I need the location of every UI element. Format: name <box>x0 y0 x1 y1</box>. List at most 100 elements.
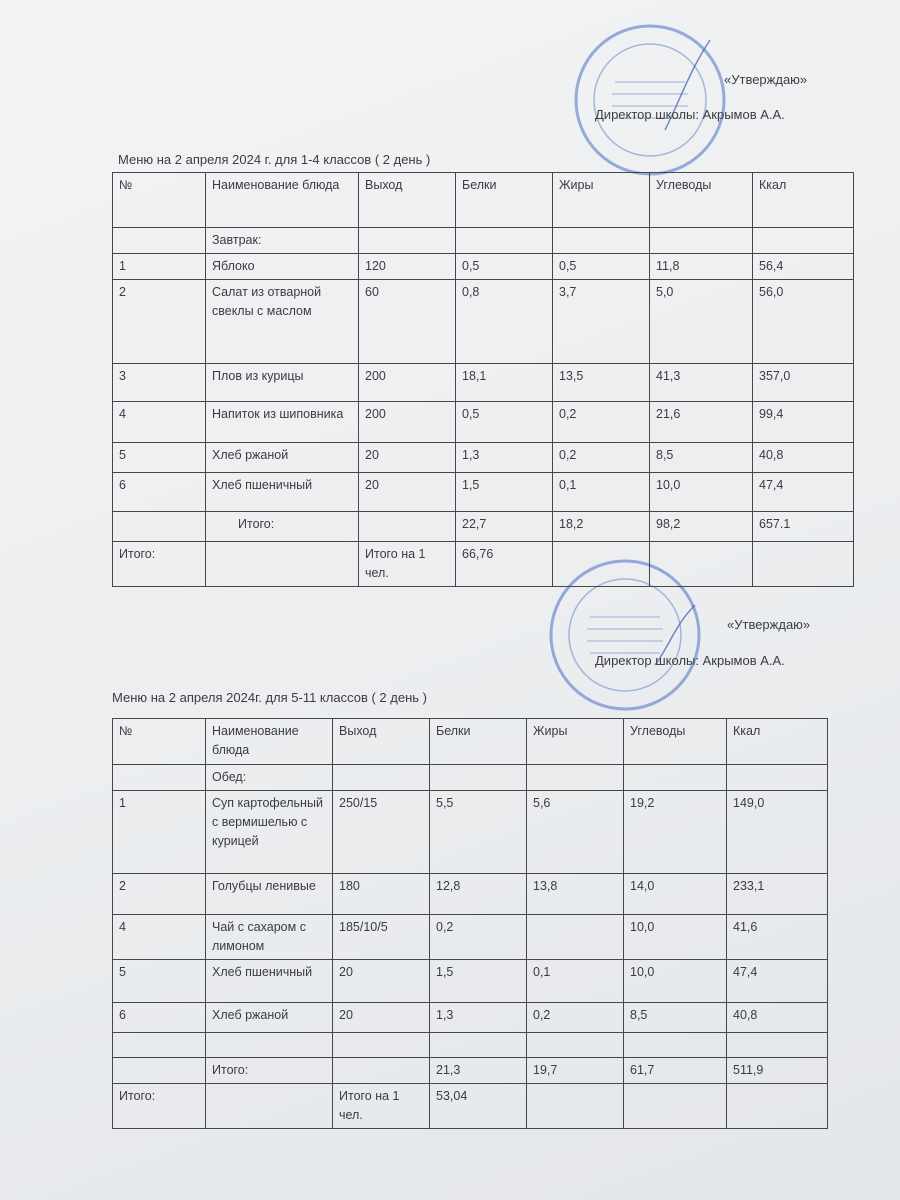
table-cell: 41,3 <box>649 363 753 402</box>
table-row: 1 Яблоко 120 0,5 0,5 11,8 56,4 <box>112 253 854 280</box>
table-row: 4 Чай с сахаром с лимоном 185/10/5 0,2 10,0 4… <box>112 914 828 960</box>
table-cell: Суп картофельный с вермишелью с курицей <box>205 790 333 874</box>
table-cell <box>623 1032 727 1058</box>
menu-table-5-11: № Наименование блюда Выход Белки Жиры Углевод… <box>112 718 828 1129</box>
menu-title: Меню на 2 апреля 2024 г. для 1-4 классов… <box>118 152 431 167</box>
table-row: 3 Плов из курицы 200 18,1 13,5 41,3 357,0 <box>112 363 854 402</box>
table-row: 5 Хлеб пшеничный 20 1,5 0,1 10,0 47,4 <box>112 959 828 1003</box>
table-cell <box>455 227 553 254</box>
table-cell: 10,0 <box>623 959 727 1003</box>
table-cell: 3 <box>112 363 206 402</box>
column-header: Ккал <box>726 718 828 765</box>
table-cell: 98,2 <box>649 511 753 542</box>
table-cell <box>429 764 527 791</box>
table-cell: 5,5 <box>429 790 527 874</box>
table-cell: 149,0 <box>726 790 828 874</box>
table-cell <box>332 1057 430 1084</box>
table-cell: 20 <box>358 472 456 512</box>
table-cell: 0,2 <box>526 1002 624 1033</box>
table-cell <box>526 1032 624 1058</box>
table-row: Итого: Итого на 1 чел. 66,76 <box>112 541 854 587</box>
table-cell: 6 <box>112 1002 206 1033</box>
approval-label: «Утверждаю» <box>727 617 811 632</box>
table-cell: 180 <box>332 873 430 915</box>
director-signature-line: Директор школы: Акрымов А.А. <box>595 107 785 122</box>
table-cell: Итого: <box>112 541 206 587</box>
column-header: Жиры <box>552 172 650 228</box>
column-header: Выход <box>358 172 456 228</box>
table-cell: 0,1 <box>552 472 650 512</box>
table-cell: 0,2 <box>429 914 527 960</box>
table-cell: 19,2 <box>623 790 727 874</box>
table-cell: 0,2 <box>552 401 650 443</box>
table-cell <box>623 1083 727 1129</box>
table-cell: 233,1 <box>726 873 828 915</box>
table-cell: 22,7 <box>455 511 553 542</box>
column-header: Наименование блюда <box>205 718 333 765</box>
table-cell: 41,6 <box>726 914 828 960</box>
table-row: 2 Голубцы ленивые 180 12,8 13,8 14,0 233,1 <box>112 873 828 915</box>
table-row: Обед: <box>112 764 828 791</box>
table-cell: 0,2 <box>552 442 650 473</box>
table-cell: 185/10/5 <box>332 914 430 960</box>
table-cell: Яблоко <box>205 253 359 280</box>
table-cell <box>726 1032 828 1058</box>
table-cell: 1,3 <box>429 1002 527 1033</box>
table-cell: 66,76 <box>455 541 553 587</box>
table-cell: 357,0 <box>752 363 854 402</box>
table-cell <box>649 541 753 587</box>
table-cell: Хлеб ржаной <box>205 442 359 473</box>
table-cell: 40,8 <box>752 442 854 473</box>
table-cell: 21,3 <box>429 1057 527 1084</box>
table-cell: 5 <box>112 959 206 1003</box>
column-header: Углеводы <box>649 172 753 228</box>
table-cell: Итого на 1 чел. <box>332 1083 430 1129</box>
table-cell: 2 <box>112 873 206 915</box>
table-cell: Обед: <box>205 764 333 791</box>
column-header: Жиры <box>526 718 624 765</box>
director-signature-line: Директор школы: Акрымов А.А. <box>595 653 785 668</box>
table-cell <box>205 541 359 587</box>
table-cell: Итого: <box>205 511 359 542</box>
table-cell: 4 <box>112 914 206 960</box>
table-cell: Завтрак: <box>205 227 359 254</box>
table-row: Итого: 21,3 19,7 61,7 511,9 <box>112 1057 828 1084</box>
table-cell <box>649 227 753 254</box>
column-header: № <box>112 718 206 765</box>
table-cell: 53,04 <box>429 1083 527 1129</box>
table-cell: 6 <box>112 472 206 512</box>
table-row: Итого: Итого на 1 чел. 53,04 <box>112 1083 828 1129</box>
table-row: 5 Хлеб ржаной 20 1,3 0,2 8,5 40,8 <box>112 442 854 473</box>
table-row: 6 Хлеб ржаной 20 1,3 0,2 8,5 40,8 <box>112 1002 828 1033</box>
table-cell: Хлеб пшеничный <box>205 472 359 512</box>
table-cell: Хлеб пшеничный <box>205 959 333 1003</box>
table-cell: 60 <box>358 279 456 364</box>
column-header: Наименование блюда <box>205 172 359 228</box>
approval-label: «Утверждаю» <box>724 72 808 87</box>
table-cell: 56,0 <box>752 279 854 364</box>
table-cell <box>752 541 854 587</box>
table-cell: 47,4 <box>752 472 854 512</box>
table-cell: 99,4 <box>752 401 854 443</box>
table-cell: Голубцы ленивые <box>205 873 333 915</box>
table-cell <box>332 764 430 791</box>
table-cell: 1,3 <box>455 442 553 473</box>
table-cell: 1,5 <box>429 959 527 1003</box>
table-row: Завтрак: <box>112 227 854 254</box>
table-cell: 10,0 <box>649 472 753 512</box>
official-stamp-1 <box>574 24 726 176</box>
table-cell: 250/15 <box>332 790 430 874</box>
table-cell: Напиток из шиповника <box>205 401 359 443</box>
table-row: 6 Хлеб пшеничный 20 1,5 0,1 10,0 47,4 <box>112 472 854 512</box>
table-cell: 18,1 <box>455 363 553 402</box>
table-cell: 20 <box>358 442 456 473</box>
table-cell: 0,5 <box>552 253 650 280</box>
table-cell <box>205 1032 333 1058</box>
table-cell <box>358 511 456 542</box>
table-cell: 1 <box>112 790 206 874</box>
table-cell: 3,7 <box>552 279 650 364</box>
table-cell <box>332 1032 430 1058</box>
table-cell: 2 <box>112 279 206 364</box>
table-cell <box>552 541 650 587</box>
